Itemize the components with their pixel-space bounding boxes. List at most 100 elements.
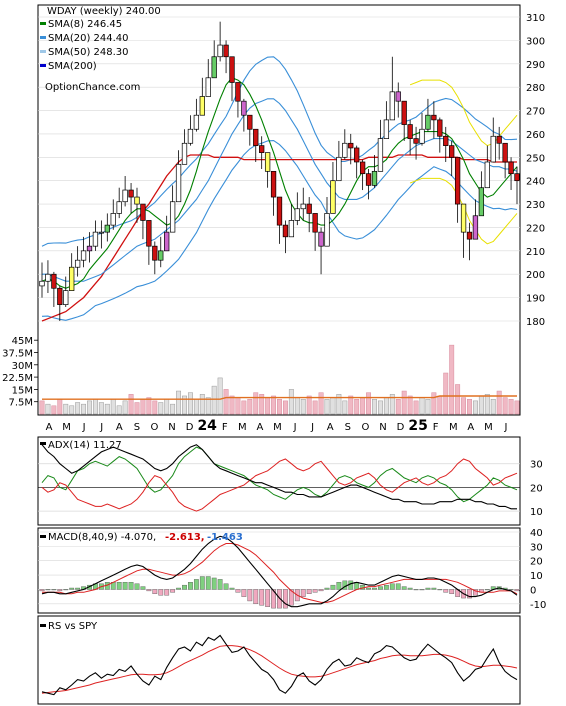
macd-histogram-bar [188, 582, 193, 590]
macd-histogram-bar [378, 586, 383, 590]
candle-body [330, 180, 336, 214]
volume-tick-label: 22.5M [2, 373, 33, 384]
price-tick-label: 300 [526, 36, 545, 47]
macd-histogram-bar [193, 579, 199, 590]
legend-entry: SMA(50) 248.30 [48, 47, 129, 58]
legend-entry: SMA(20) 244.40 [48, 33, 129, 44]
candle-body [235, 82, 241, 102]
volume-bar [98, 402, 104, 415]
x-axis-label: A [327, 422, 334, 433]
volume-bar [81, 403, 87, 415]
legend-swatch [40, 50, 46, 53]
volume-bar [187, 392, 193, 415]
volume-bar [425, 398, 431, 415]
macd-histogram-bar [467, 589, 472, 599]
x-axis-label: M [62, 422, 71, 433]
upper-band-line [41, 56, 518, 247]
adx-tick-label: 10 [530, 507, 543, 518]
price-tick-label: 210 [526, 247, 545, 258]
volume-bar [431, 392, 437, 415]
volume-bar [502, 397, 508, 415]
macd-histogram-bar [199, 576, 205, 590]
volume-bar [484, 394, 490, 415]
volume-bar [205, 397, 211, 415]
macd-tick-label: 0 [530, 585, 536, 596]
volume-bar [372, 398, 377, 415]
macd-histogram-bar [146, 589, 152, 592]
volume-bar [253, 392, 259, 415]
volume-bar [235, 397, 241, 415]
volume-bar [306, 395, 312, 415]
macd-histogram-bar [134, 583, 140, 590]
macd-histogram-bar [63, 589, 69, 591]
volume-tick-label: 7.5M [8, 398, 33, 409]
candle-body [354, 147, 360, 163]
candle-body [187, 128, 194, 144]
macd-histogram-bar [366, 587, 371, 590]
rs-panel-frame [37, 615, 521, 705]
volume-bar [211, 385, 217, 415]
candle-body [383, 119, 390, 139]
volume-bar [508, 398, 514, 415]
volume-bar [354, 398, 360, 415]
volume-bar [134, 402, 140, 415]
candle-body [69, 266, 75, 291]
candle-body [294, 208, 300, 221]
x-axis-label: S [345, 422, 351, 433]
candle-body [80, 250, 87, 261]
volume-bar [170, 403, 176, 415]
price-axis: 310 300 290 280 270 260 250 240 230 220 210 200 190 1… [526, 13, 545, 328]
macd-histogram-bar [306, 589, 312, 594]
candle-body [259, 145, 265, 153]
volume-bar [92, 398, 98, 415]
volume-bar [330, 397, 336, 415]
volume-bar [193, 398, 199, 415]
price-tick-label: 190 [526, 294, 545, 305]
macd-histogram-bar [259, 589, 265, 606]
macd-histogram-bar [223, 583, 229, 590]
macd-histogram-bar [324, 587, 330, 590]
macd-histogram-bar [229, 587, 235, 590]
candle-body [57, 287, 63, 305]
long-average-line [41, 154, 517, 322]
macd-histogram-bar [401, 586, 407, 590]
candle-body [158, 250, 164, 261]
volume-average-line [42, 395, 517, 400]
legend-entry: SMA(200) [48, 61, 97, 72]
volume-tick-label: 30M [12, 361, 33, 372]
macd-histogram-bar [158, 589, 164, 596]
macd-tick-label: 40 [530, 528, 543, 539]
macd-tick-label: -10 [530, 600, 546, 611]
candle-body [460, 203, 467, 233]
macd-tick-label: 10 [530, 571, 543, 582]
macd-histogram-bar [57, 589, 63, 592]
legend-swatch [40, 36, 46, 39]
x-axis-label: F [222, 422, 228, 433]
candle-body [466, 231, 473, 240]
candle-body [104, 224, 110, 233]
volume-bar [360, 397, 366, 415]
macd-histogram [39, 576, 520, 609]
rs-average-line [41, 645, 518, 694]
candle-body [324, 213, 330, 247]
candle-body [253, 128, 259, 146]
price-panel-frame [37, 4, 521, 416]
candle-body [175, 163, 182, 203]
volume-bar [366, 392, 372, 415]
candle-body [39, 280, 45, 287]
macd-histogram-bar [265, 589, 271, 607]
rs-lines [41, 634, 518, 696]
x-axis-label: A [467, 422, 474, 433]
volume-bar [271, 395, 277, 415]
candle-body [217, 44, 223, 58]
volume-tick-label: 45M [12, 336, 33, 347]
rs-line [41, 634, 518, 696]
macd-histogram-bar [170, 589, 176, 593]
candle-body [312, 213, 318, 233]
price-gridlines [38, 16, 520, 322]
candle-body [223, 44, 229, 58]
macd-legend-swatch [40, 535, 46, 538]
volume-bar [217, 377, 223, 415]
macd-histogram-bar [395, 583, 401, 590]
